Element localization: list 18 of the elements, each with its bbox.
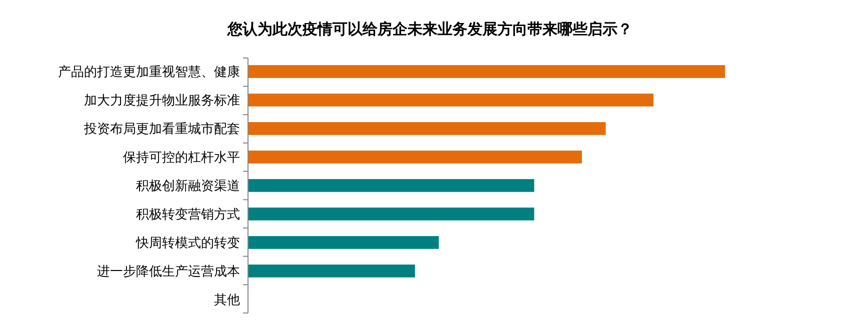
bar — [248, 94, 654, 106]
y-tick-label: 保持可控的杠杆水平 — [123, 150, 240, 166]
bar — [248, 65, 725, 78]
bar — [248, 122, 606, 135]
bar — [248, 236, 439, 249]
chart-title: 您认为此次疫情可以给房企未来业务发展方向带来哪些启示？ — [226, 20, 632, 38]
y-tick-label: 快周转模式的转变 — [135, 236, 240, 252]
bar — [248, 150, 582, 164]
y-tick-label: 进一步降低生产运营成本 — [97, 264, 240, 280]
y-tick-label: 其他 — [214, 293, 240, 308]
bar — [248, 179, 534, 192]
bar — [248, 264, 415, 278]
y-tick-label: 产品的打造更加重视智慧、健康 — [58, 65, 240, 80]
y-tick-label: 投资布局更加看重城市配套 — [83, 122, 240, 138]
bar — [248, 208, 534, 220]
y-tick-label: 积极创新融资渠道 — [136, 179, 240, 194]
y-tick-label: 积极转变营销方式 — [136, 206, 240, 223]
y-tick-label: 加大力度提升物业服务标准 — [84, 92, 240, 109]
